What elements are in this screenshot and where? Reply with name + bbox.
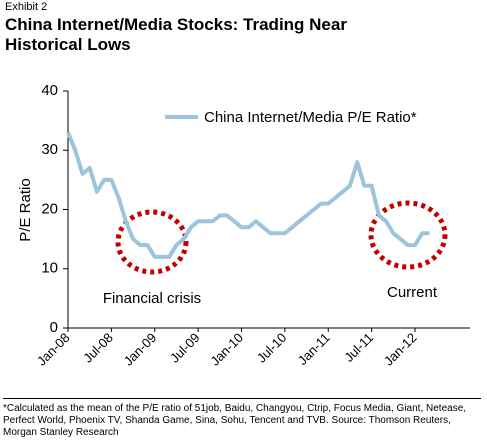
- y-tick-label: 30: [41, 141, 58, 158]
- y-tick-label: 20: [41, 200, 58, 217]
- y-tick-label: 10: [41, 260, 58, 277]
- x-tick-label: Jul-09: [167, 330, 203, 366]
- legend-label: China Internet/Media P/E Ratio*: [204, 109, 417, 126]
- exhibit-label: Exhibit 2: [5, 1, 48, 13]
- annotation: Current: [387, 284, 438, 301]
- chart: P/E Ratio Financial crisis Current 0 10 20…: [17, 82, 470, 369]
- y-axis-label: P/E Ratio: [17, 178, 34, 241]
- x-tick-label: Jan-12: [381, 330, 420, 369]
- highlight-circle: [115, 209, 189, 275]
- x-tick-label: Jul-08: [80, 330, 116, 366]
- chart-title: China Internet/Media Stocks: Trading Nea…: [5, 15, 347, 54]
- x-tick-label: Jan-10: [207, 330, 246, 369]
- highlight-circle: [368, 200, 448, 270]
- x-tick-label: Jul-11: [341, 330, 376, 365]
- y-tick-label: 0: [50, 319, 58, 336]
- x-tick-label: Jan-11: [295, 330, 333, 368]
- x-tick-label: Jul-10: [254, 330, 290, 366]
- line-series: [66, 131, 430, 259]
- annotation: Financial crisis: [103, 290, 201, 307]
- x-tick-label: Jan-09: [121, 330, 160, 369]
- y-tick-label: 40: [41, 82, 58, 99]
- footnote: *Calculated as the mean of the P/E ratio…: [3, 398, 481, 439]
